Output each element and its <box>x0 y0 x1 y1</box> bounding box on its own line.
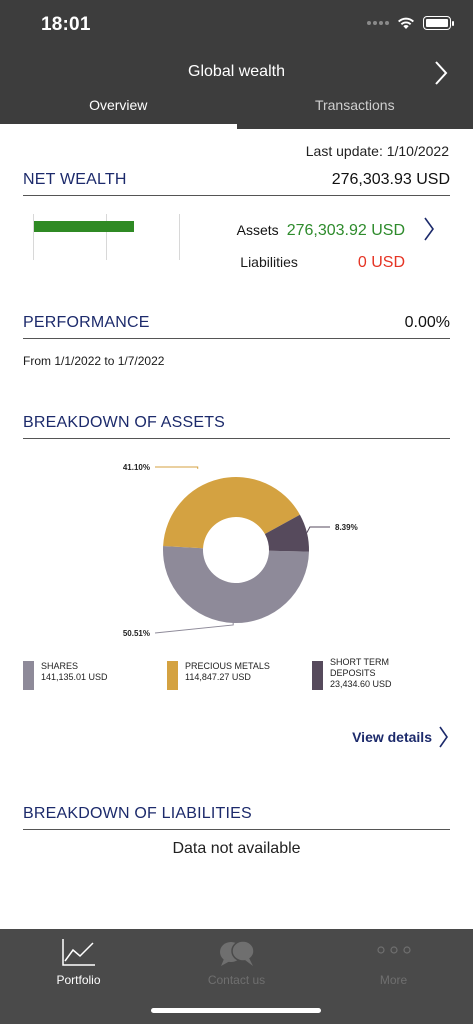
donut-data-label: 50.51% <box>123 629 150 638</box>
performance-period: From 1/1/2022 to 1/7/2022 <box>23 354 165 368</box>
breakdown-assets-header: BREAKDOWN OF ASSETS <box>23 414 450 439</box>
tabbar-portfolio[interactable]: Portfolio <box>0 929 157 987</box>
status-time: 18:01 <box>41 14 91 35</box>
net-wealth-value: 276,303.93 USD <box>331 171 450 188</box>
performance-title: PERFORMANCE <box>23 314 150 331</box>
tab-overview[interactable]: Overview <box>0 92 237 129</box>
app-header: 18:01 Global wealth Overview Transaction… <box>0 0 473 129</box>
chart-line-icon <box>61 939 95 966</box>
chevron-right-icon <box>439 726 448 748</box>
donut-chart-svg: 50.51% 41.10% 8.39% <box>123 463 358 638</box>
legend-amount: 141,135.01 USD <box>41 672 108 682</box>
tabbar-label: More <box>379 973 408 987</box>
status-bar: 18:01 <box>0 0 473 52</box>
chevron-right-icon[interactable] <box>433 59 449 87</box>
home-indicator <box>151 1008 321 1013</box>
signal-icon <box>367 21 389 25</box>
donut-leader-line <box>154 622 234 634</box>
assets-donut-chart: 50.51% 41.10% 8.39% <box>0 459 473 649</box>
performance-value: 0.00% <box>404 314 450 331</box>
donut-leader-line <box>306 526 330 533</box>
legend-item-precious-metals: PRECIOUS METALS 114,847.27 USD <box>167 661 270 690</box>
legend-label: SHARES <box>41 661 79 671</box>
battery-icon <box>423 16 454 30</box>
chevron-right-icon[interactable] <box>423 216 435 242</box>
assets-amount: 276,303.92 USD <box>286 222 405 239</box>
donut-slice-shares <box>163 546 309 623</box>
view-details-label: View details <box>352 729 432 745</box>
tabbar-more[interactable]: More <box>315 929 472 987</box>
wifi-icon <box>398 17 414 29</box>
breakdown-liabilities-title: BREAKDOWN OF LIABILITIES <box>23 805 252 822</box>
legend-swatch <box>167 661 178 690</box>
chat-bubbles-icon <box>219 940 255 966</box>
legend-label: PRECIOUS METALS <box>185 661 270 671</box>
assets-row: Assets 276,303.92 USD <box>237 222 405 240</box>
view-details-link[interactable]: View details <box>352 725 449 749</box>
legend-amount: 23,434.60 USD <box>330 679 392 689</box>
breakdown-liabilities-header: BREAKDOWN OF LIABILITIES <box>23 805 450 830</box>
net-wealth-header: NET WEALTH 276,303.93 USD <box>23 171 450 196</box>
page-title: Global wealth <box>188 63 285 80</box>
no-data-message: Data not available <box>172 840 301 857</box>
donut-leader-line <box>155 466 199 469</box>
legend-swatch <box>312 661 323 690</box>
performance-header: PERFORMANCE 0.00% <box>23 314 450 339</box>
tabbar-label: Contact us <box>207 973 266 987</box>
liabilities-row: Liabilities 0 USD <box>240 254 405 272</box>
more-dots-icon <box>376 946 411 954</box>
tabbar-contact-us[interactable]: Contact us <box>158 929 315 987</box>
legend-swatch <box>23 661 34 690</box>
breakdown-assets-title: BREAKDOWN OF ASSETS <box>23 414 226 431</box>
legend-label: SHORT TERM <box>330 657 390 667</box>
last-update-text: Last update: 1/10/2022 <box>305 143 449 159</box>
legend-amount: 114,847.27 USD <box>185 672 251 682</box>
legend-label: DEPOSITS <box>330 668 376 678</box>
assets-bar <box>34 221 134 232</box>
assets-bar-chart <box>33 214 180 262</box>
liabilities-label: Liabilities <box>240 254 298 270</box>
tab-bar-top: Overview Transactions <box>0 92 473 129</box>
liabilities-amount: 0 USD <box>357 254 405 271</box>
legend-item-shares: SHARES 141,135.01 USD <box>23 661 108 690</box>
donut-slice-short-term-deposits <box>264 514 309 552</box>
donut-data-label: 8.39% <box>335 523 358 532</box>
legend-item-short-term-deposits: SHORT TERM DEPOSITS 23,434.60 USD <box>312 657 392 690</box>
net-wealth-panel[interactable]: Assets 276,303.92 USD Liabilities 0 USD <box>23 214 450 274</box>
tabbar-label: Portfolio <box>56 973 101 987</box>
net-wealth-title: NET WEALTH <box>23 171 127 188</box>
donut-data-label: 41.10% <box>123 463 150 472</box>
donut-slice-precious-metals <box>163 477 300 549</box>
status-icons <box>367 16 454 30</box>
tab-transactions[interactable]: Transactions <box>314 97 395 113</box>
assets-label: Assets <box>236 222 279 238</box>
